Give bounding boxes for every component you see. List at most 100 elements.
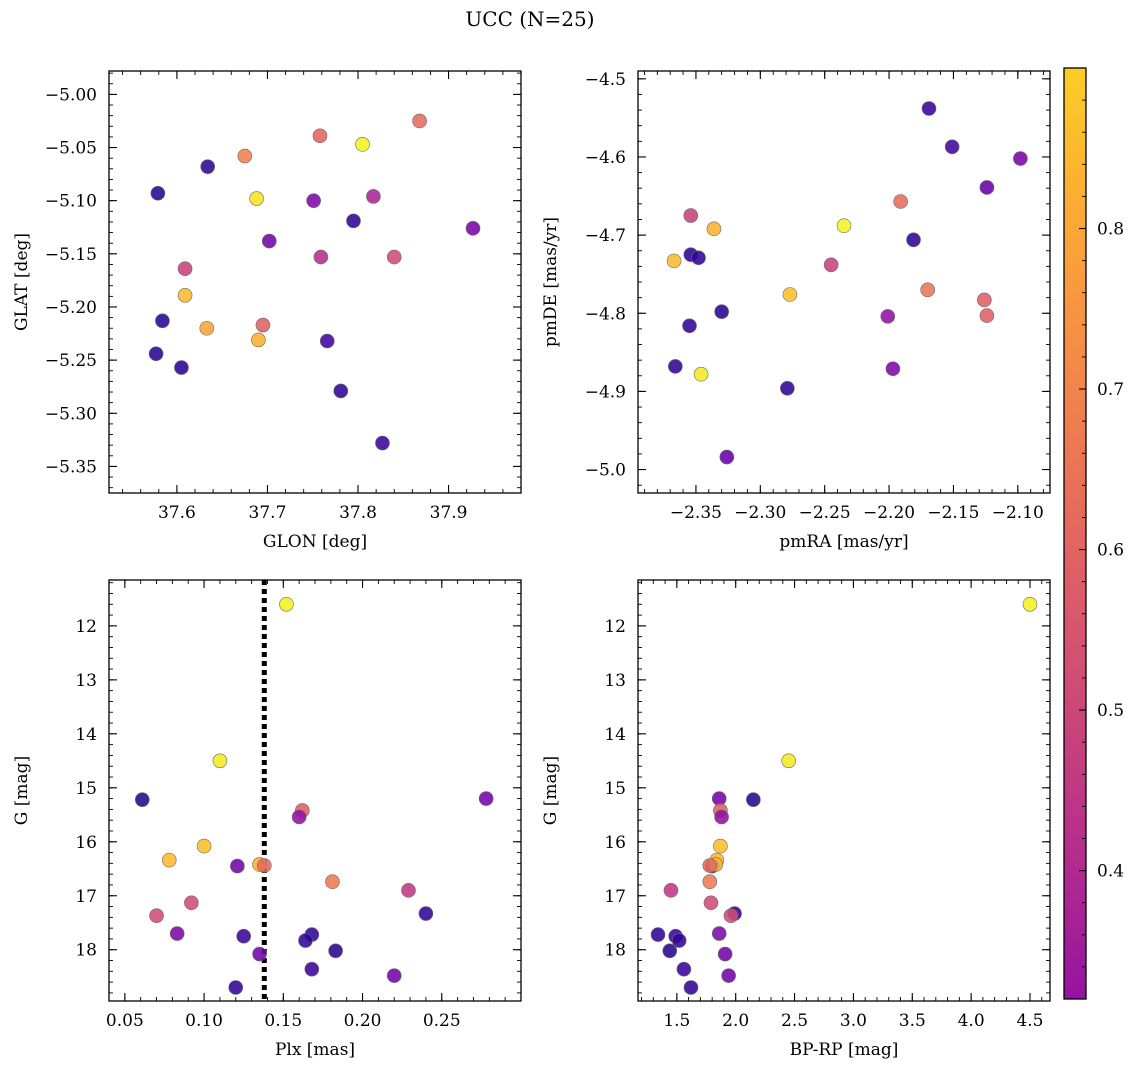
data-point: [304, 961, 320, 977]
data-point: [920, 282, 935, 298]
data-point: [703, 895, 719, 911]
y-tick-label: 13: [604, 671, 626, 691]
x-tick-label: 4.5: [1016, 1011, 1043, 1031]
data-point: [823, 257, 839, 273]
axes-frame: [108, 70, 522, 494]
panel-4: 1.5 2.0 2.5 3.0 3.5 4.0 4.5 12 13 14 15 16 17 18 BP-RP…: [541, 579, 1051, 1060]
colorbar: 0.4 0.5 0.6 0.7 0.8: [1063, 67, 1124, 1000]
x-tick-label: 3.5: [899, 1011, 926, 1031]
data-point: [155, 313, 170, 329]
data-point: [375, 435, 390, 451]
data-point: [723, 908, 739, 924]
data-point: [319, 333, 335, 349]
panels: 37.6 37.7 37.8 37.9 −5.00 −5.05 −5.10 −5.15 −5.2…: [12, 70, 1051, 1060]
data-point: [134, 792, 150, 807]
y-tick-label: 16: [604, 833, 626, 853]
colorbar-tick-label: 0.4: [1097, 862, 1124, 882]
y-tick-label: −5.0: [585, 461, 626, 481]
y-tick-label: 16: [75, 833, 97, 853]
y-tick-label: −5.30: [45, 404, 97, 424]
panel-1: 37.6 37.7 37.8 37.9 −5.00 −5.05 −5.10 −5.15 −5.2…: [12, 70, 522, 552]
data-point: [691, 250, 706, 266]
y-tick-label: 13: [75, 671, 97, 691]
y-axis-label: pmDE [mas/yr]: [541, 217, 561, 347]
x-tick-label: 37.6: [158, 503, 196, 523]
data-point: [169, 926, 185, 941]
data-point: [230, 858, 245, 874]
data-point: [711, 926, 727, 941]
y-tick-label: 14: [604, 725, 626, 745]
y-axis-label: GLAT [deg]: [12, 233, 32, 331]
data-point: [149, 908, 164, 924]
data-point: [333, 383, 349, 399]
x-tick-label: 4.0: [958, 1011, 985, 1031]
x-tick-label: −2.35: [670, 503, 722, 523]
data-point: [650, 927, 666, 942]
data-point: [196, 838, 212, 854]
data-point: [236, 928, 251, 944]
data-point: [836, 218, 852, 234]
x-tick-label: 0.05: [106, 1011, 144, 1031]
y-tick-label: 18: [75, 941, 97, 961]
x-tick-label: 2.5: [781, 1011, 808, 1031]
data-point: [298, 933, 313, 948]
y-tick-label: 12: [75, 617, 97, 637]
data-point: [682, 318, 697, 334]
data-point: [161, 852, 177, 868]
colorbar-bar: [1063, 67, 1087, 1000]
x-tick-label: 0.15: [264, 1011, 302, 1031]
x-tick-label: 0.25: [423, 1011, 461, 1031]
data-point: [313, 249, 329, 265]
x-axis-label: Plx [mas]: [275, 1040, 355, 1060]
data-point: [465, 221, 481, 236]
data-point: [714, 304, 729, 319]
y-tick-label: −5.05: [45, 139, 97, 159]
x-tick-label: −2.20: [863, 503, 915, 523]
colorbar-tick-label: 0.7: [1097, 380, 1124, 400]
data-point: [291, 809, 307, 825]
data-point: [256, 858, 272, 873]
panel-2: −2.35 −2.30 −2.25 −2.20 −2.15 −2.10 −4.5 −4.6 −4…: [541, 70, 1051, 552]
y-tick-label: −4.5: [585, 70, 626, 90]
axes-frame: [637, 579, 1051, 1002]
data-point: [702, 858, 718, 873]
data-point: [412, 113, 427, 129]
x-axis-label: GLON [deg]: [263, 532, 367, 552]
data-point: [721, 968, 736, 983]
y-tick-label: −5.20: [45, 298, 97, 318]
y-tick-label: 14: [75, 725, 97, 745]
data-point: [251, 332, 266, 348]
x-tick-label: −2.30: [734, 503, 786, 523]
colorbar-tick-label: 0.5: [1097, 701, 1124, 721]
data-point: [252, 946, 267, 962]
data-point: [706, 221, 722, 237]
data-point: [312, 128, 328, 144]
data-point: [781, 753, 796, 769]
colorbar-tick-label: 0.8: [1097, 220, 1124, 240]
data-point: [714, 809, 729, 825]
x-tick-label: 37.8: [339, 503, 377, 523]
x-tick-label: 37.7: [249, 503, 287, 523]
x-tick-label: 1.5: [663, 1011, 690, 1031]
y-tick-label: −4.7: [585, 226, 626, 246]
x-tick-label: 37.9: [430, 503, 468, 523]
data-point: [346, 213, 361, 229]
data-point: [979, 308, 995, 323]
data-point: [906, 232, 921, 248]
x-tick-label: −2.15: [927, 503, 979, 523]
x-tick-label: −2.25: [799, 503, 851, 523]
data-point: [150, 185, 166, 201]
x-tick-label: 0.10: [185, 1011, 223, 1031]
data-point: [880, 309, 896, 324]
y-axis-label: G [mag]: [12, 756, 32, 825]
data-point: [366, 189, 381, 204]
data-point: [977, 292, 992, 308]
data-point: [328, 943, 343, 959]
data-point: [1022, 596, 1038, 612]
y-tick-label: −5.15: [45, 245, 97, 265]
data-point: [780, 380, 795, 396]
y-tick-label: 12: [604, 617, 626, 637]
data-point: [177, 261, 193, 277]
x-tick-label: 2.0: [722, 1011, 749, 1031]
